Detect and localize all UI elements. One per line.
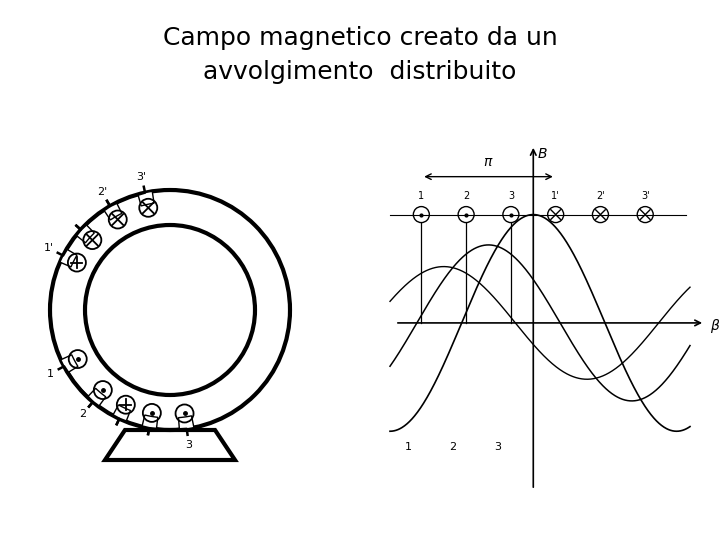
- Text: 1: 1: [418, 191, 424, 200]
- Polygon shape: [60, 355, 78, 373]
- Polygon shape: [179, 416, 194, 430]
- Text: 3: 3: [186, 440, 192, 450]
- Text: avvolgimento  distribuito: avvolgimento distribuito: [203, 60, 517, 84]
- Text: $B$: $B$: [537, 147, 548, 161]
- Text: 2': 2': [97, 187, 107, 197]
- Polygon shape: [76, 225, 94, 243]
- Text: 1: 1: [46, 369, 53, 379]
- Polygon shape: [105, 430, 235, 460]
- Text: Campo magnetico creato da un: Campo magnetico creato da un: [163, 26, 557, 50]
- Text: $\beta$: $\beta$: [710, 317, 720, 335]
- Polygon shape: [87, 388, 106, 407]
- Text: 2': 2': [596, 191, 605, 200]
- Polygon shape: [60, 249, 77, 267]
- Text: 3': 3': [641, 191, 649, 200]
- Text: 1: 1: [405, 442, 411, 453]
- Text: $\pi$: $\pi$: [483, 154, 494, 168]
- Text: 2: 2: [449, 442, 456, 453]
- Text: 3': 3': [137, 172, 147, 182]
- Polygon shape: [142, 415, 158, 429]
- Text: 2: 2: [463, 191, 469, 200]
- Polygon shape: [104, 202, 122, 220]
- Polygon shape: [138, 191, 154, 206]
- Text: 2: 2: [79, 409, 86, 419]
- Text: 3: 3: [494, 442, 501, 453]
- Text: 1': 1': [552, 191, 560, 200]
- Polygon shape: [113, 405, 130, 422]
- Text: 3: 3: [508, 191, 514, 200]
- Text: 1': 1': [44, 243, 54, 253]
